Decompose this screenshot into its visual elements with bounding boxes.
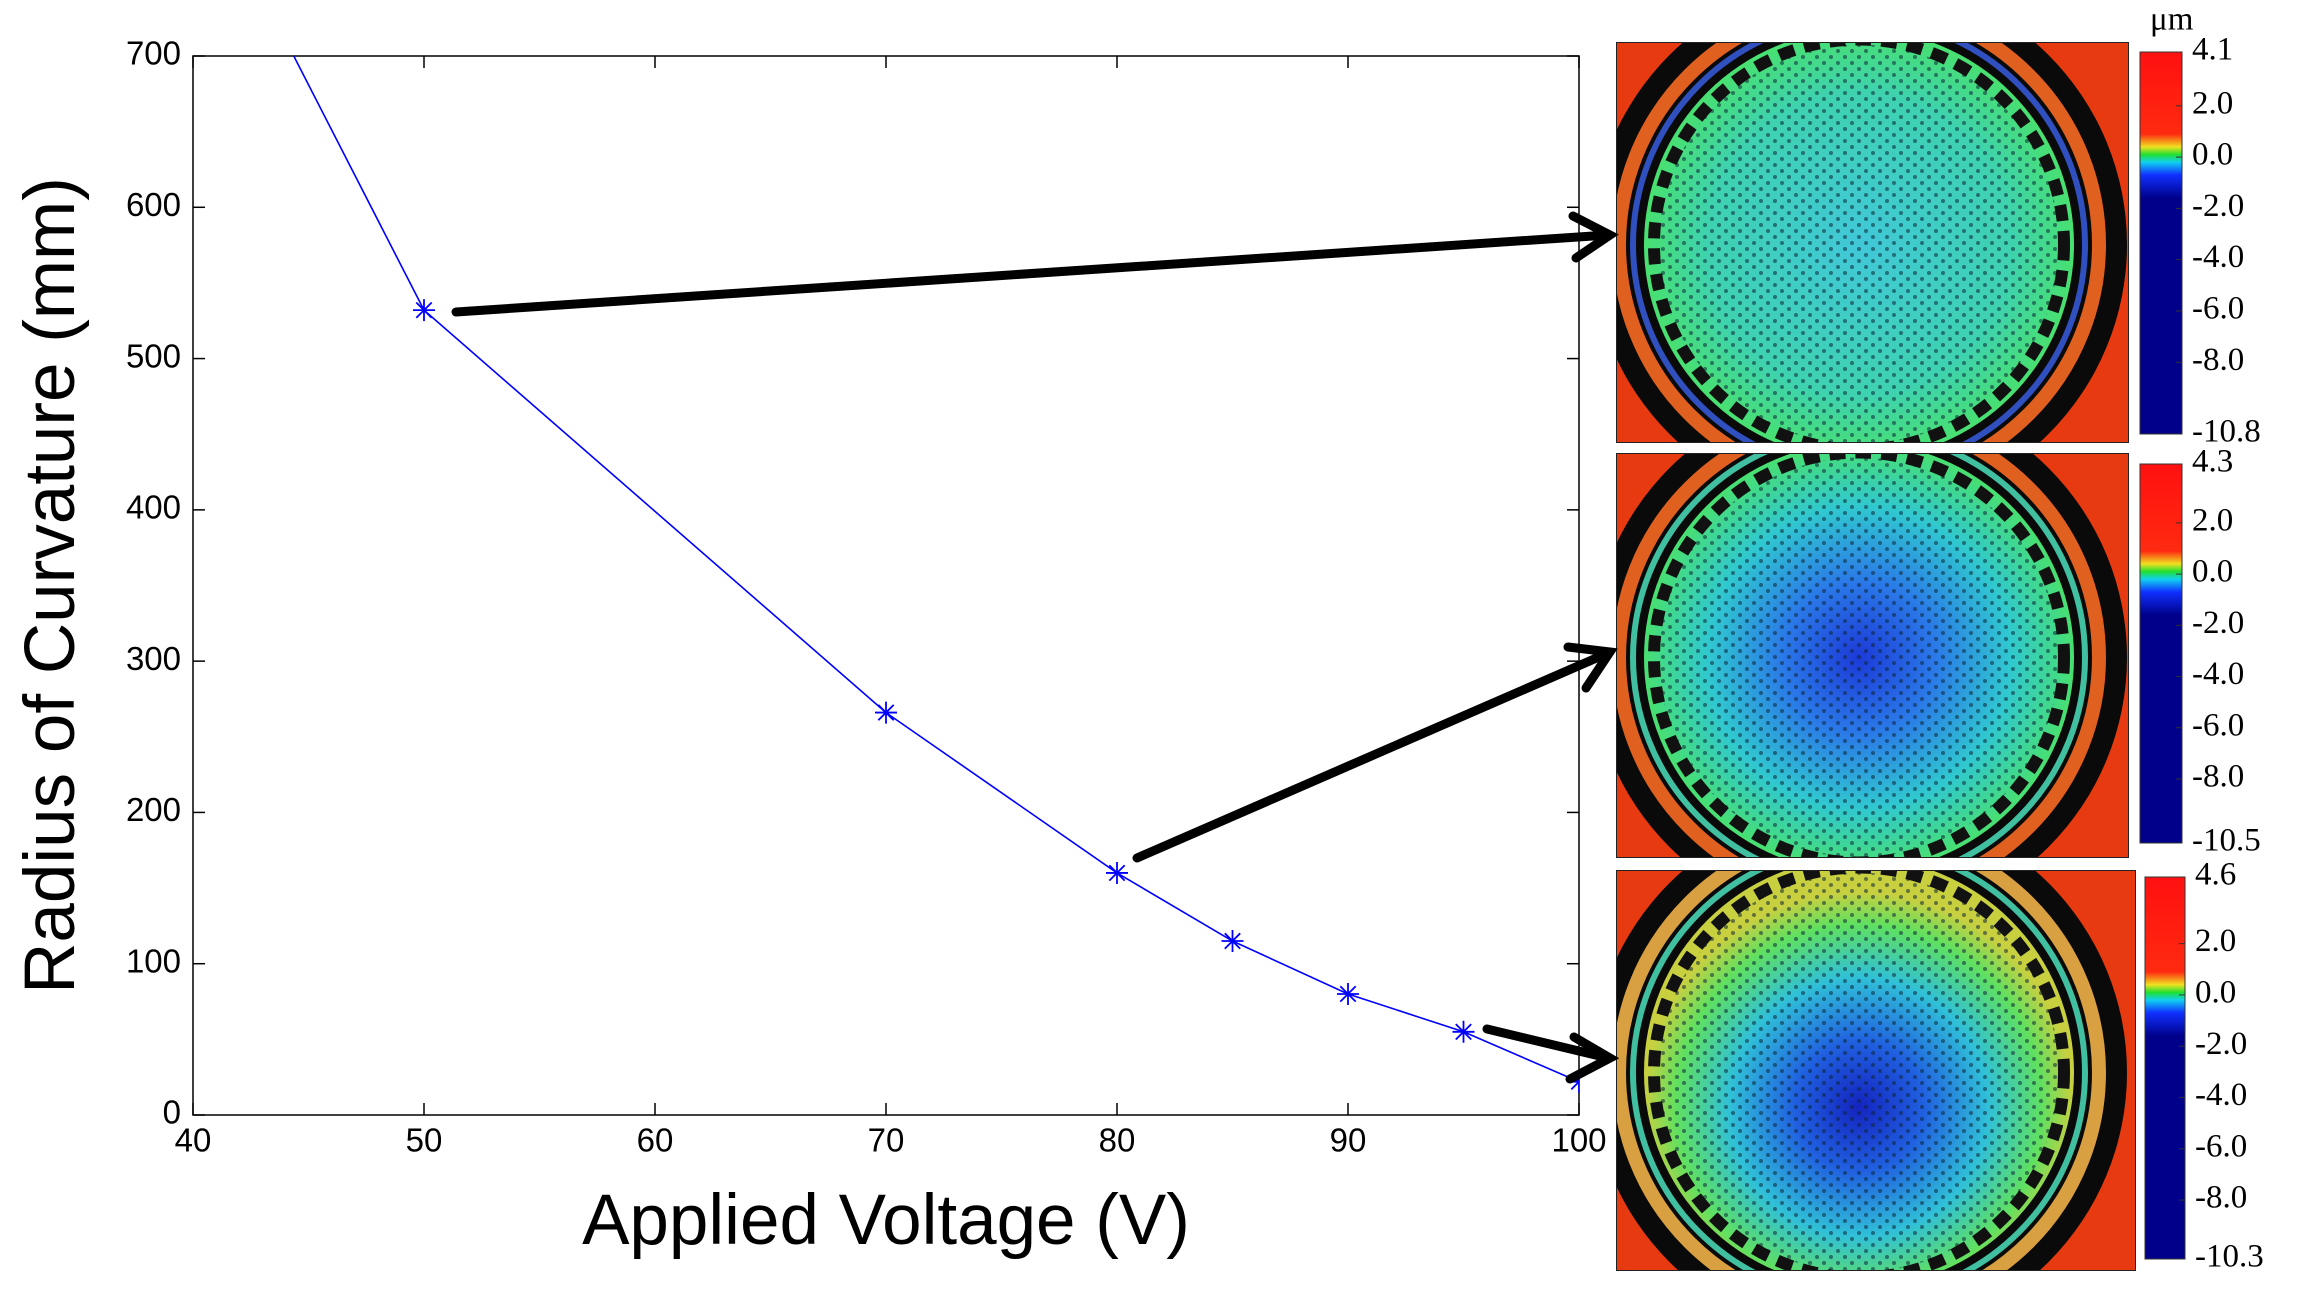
- map-outer-ring: [1616, 42, 2106, 443]
- colorbar-tick-label: 2.0: [2195, 923, 2236, 959]
- x-tick-label: 100: [1551, 1122, 1606, 1159]
- arrow-head: [1568, 211, 1619, 263]
- colorbar-tick-label: -4.0: [2192, 239, 2244, 275]
- surface-map: [1616, 870, 2136, 1271]
- colorbar: [2139, 463, 2183, 844]
- plot-frame: [192, 55, 1580, 1116]
- colorbar-tick-label: -8.0: [2192, 759, 2244, 795]
- colorbar-tick-label: -2.0: [2192, 605, 2244, 641]
- colorbar: [2139, 51, 2183, 435]
- y-tick-label: 200: [126, 791, 181, 828]
- colorbar-tick-label: -10.5: [2192, 823, 2261, 859]
- colorbar-tick-label: -10.8: [2192, 414, 2261, 450]
- colorbar-tick-label: 4.3: [2192, 444, 2233, 480]
- map-dashed-ring: [1648, 42, 2070, 443]
- colorbar-tick-label: -4.0: [2192, 656, 2244, 692]
- y-tick-label: 400: [126, 489, 181, 526]
- colorbar-tick-label: -6.0: [2195, 1128, 2247, 1164]
- arrow: [1132, 648, 1613, 863]
- map-holes: [1659, 44, 2059, 443]
- map-ring: [1630, 453, 2088, 858]
- colorbar-tick-label: 0.0: [2192, 137, 2233, 173]
- x-tick-label: 50: [406, 1122, 443, 1159]
- map-ring: [1630, 42, 2088, 443]
- colorbar-tick-label: -2.0: [2195, 1026, 2247, 1062]
- arrows: [451, 211, 1620, 1084]
- map-holes: [1659, 872, 2059, 1271]
- y-tick-label: 0: [163, 1094, 181, 1131]
- map-outer-ring: [1616, 453, 2106, 858]
- x-tick-label: 80: [1099, 1122, 1136, 1159]
- y-tick-label: 600: [126, 186, 181, 223]
- colorbar-tick-label: 0.0: [2195, 975, 2236, 1011]
- colorbar-tick-label: -8.0: [2195, 1180, 2247, 1216]
- colorbar-tick-label: -6.0: [2192, 291, 2244, 327]
- plot-area: [292, 56, 1579, 1093]
- y-tick-label: 300: [126, 640, 181, 677]
- colorbar: [2144, 876, 2186, 1260]
- surface-map: [1616, 453, 2129, 858]
- y-tick-label: 100: [126, 942, 181, 979]
- colorbar-tick-label: -10.3: [2195, 1239, 2264, 1275]
- map-dashed-ring: [1648, 453, 2070, 858]
- colorbar-tick-label: 4.1: [2192, 32, 2233, 68]
- y-tick-label: 700: [126, 35, 181, 72]
- map-holes: [1659, 457, 2059, 858]
- plot: 40 50 60 70 80 90 100 0 100 200 300 400 500 600 700 App…: [11, 35, 1607, 1260]
- colorbar-tick-label: -8.0: [2192, 342, 2244, 378]
- arrow-head: [1565, 1032, 1620, 1084]
- data-line: [292, 56, 1579, 1083]
- surface-maps: μm4.1 2.0 0.0 -2.0 -4.0 -6.0 -8.0 -10.84.3 2.0 0.…: [1616, 2, 2264, 1275]
- x-tick-label: 40: [175, 1122, 212, 1159]
- colorbar-tick-label: 4.6: [2195, 857, 2236, 893]
- surface-map: [1616, 42, 2129, 443]
- y-axis-label: Radius of Curvature (mm): [11, 177, 90, 994]
- x-tick-label: 90: [1330, 1122, 1367, 1159]
- data-marker: [413, 299, 435, 322]
- colorbar-tick-label: -2.0: [2192, 188, 2244, 224]
- data-marker: [875, 701, 897, 724]
- map-ring: [1630, 870, 2088, 1271]
- colorbar-tick-label: -4.0: [2195, 1077, 2247, 1113]
- colorbar-tick-label: 0.0: [2192, 554, 2233, 590]
- map-dashed-ring: [1648, 870, 2070, 1271]
- map-outer-ring: [1616, 870, 2106, 1271]
- arrow-head: [1563, 642, 1618, 693]
- data-marker: [1106, 861, 1128, 884]
- colorbar-tick-label: 2.0: [2192, 85, 2233, 121]
- y-tick-label: 500: [126, 337, 181, 374]
- colorbar-tick-label: -6.0: [2192, 707, 2244, 743]
- colorbar-unit: μm: [2150, 2, 2194, 38]
- x-tick-label: 60: [637, 1122, 674, 1159]
- x-tick-label: 70: [868, 1122, 905, 1159]
- data-marker: [1221, 930, 1244, 953]
- data-marker: [1452, 1020, 1475, 1043]
- arrow: [1482, 1024, 1613, 1063]
- x-axis-label: Applied Voltage (V): [582, 1181, 1190, 1260]
- data-marker: [1337, 982, 1359, 1005]
- colorbar-tick-label: 2.0: [2192, 502, 2233, 538]
- arrow: [451, 230, 1613, 317]
